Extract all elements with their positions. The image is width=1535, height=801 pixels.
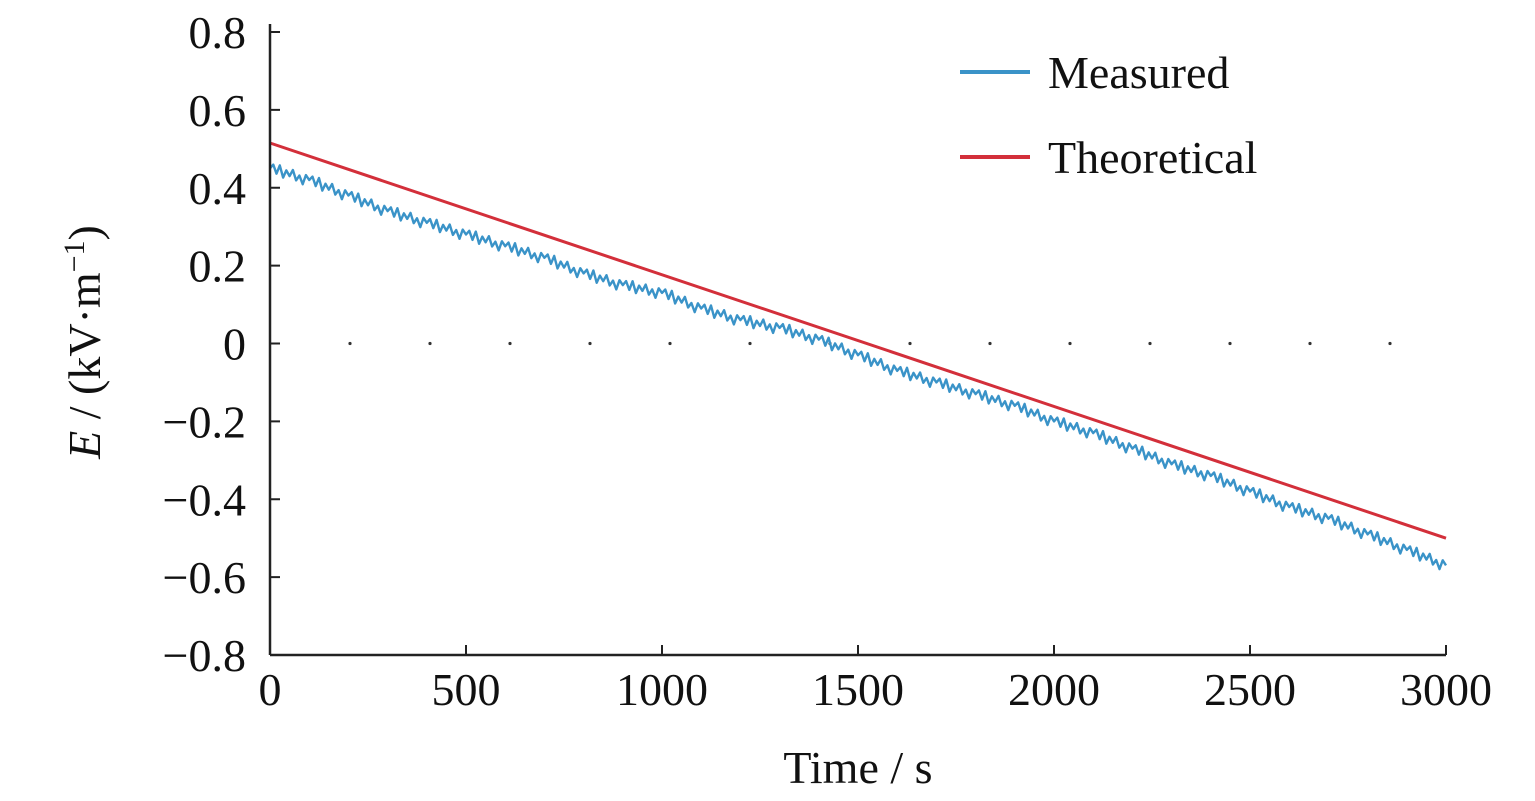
- x-tick-label: 2500: [1204, 664, 1296, 715]
- zero-reference-dot: [1388, 341, 1392, 346]
- x-tick-label: 1000: [616, 664, 708, 715]
- zero-reference-dot: [1148, 341, 1152, 346]
- y-tick-label: −0.8: [163, 630, 246, 681]
- series-layer: [269, 141, 1448, 571]
- tick-labels: 0 500 1000 1500 2000 2500 3000 0.8 0.6 0.4 0.2 0 −0.…: [163, 7, 1492, 715]
- zero-reference-dot: [748, 341, 752, 346]
- legend-label-measured: Measured: [1048, 47, 1229, 98]
- x-axis-title: Time / s: [783, 742, 932, 793]
- y-axis-unit: / (kV·m: [59, 272, 110, 431]
- zero-reference-dot: [908, 341, 912, 346]
- zero-reference-dot: [988, 341, 992, 346]
- y-tick-label: 0.8: [189, 7, 247, 58]
- series-line-theoretical: [269, 141, 1447, 540]
- y-tick-label: 0.6: [189, 85, 247, 136]
- y-axis-unit-exponent: −1: [58, 240, 91, 272]
- zero-reference-dot: [428, 341, 432, 346]
- legend-label-theoretical: Theoretical: [1048, 132, 1257, 183]
- x-tick-label: 1500: [812, 664, 904, 715]
- y-tick-label: −0.2: [163, 396, 246, 447]
- zero-reference-dot: [1228, 341, 1232, 346]
- y-tick-label: 0.4: [189, 163, 247, 214]
- zero-reference-dot: [668, 341, 672, 346]
- zero-reference-dot: [1068, 341, 1072, 346]
- zero-reference-dot: [348, 341, 352, 346]
- legend: Measured Theoretical: [960, 47, 1257, 183]
- x-tick-label: 0: [259, 664, 282, 715]
- y-axis-unit-close: ): [59, 225, 110, 240]
- x-tick-label: 2000: [1008, 664, 1100, 715]
- zero-reference-dot: [508, 341, 512, 346]
- y-tick-label: 0: [223, 319, 246, 370]
- series-line-measured: [269, 163, 1448, 571]
- x-tick-label: 3000: [1400, 664, 1492, 715]
- y-tick-label: 0.2: [189, 241, 247, 292]
- zero-reference-dot: [588, 341, 592, 346]
- y-tick-label: −0.6: [163, 552, 246, 603]
- zero-reference-dot: [1308, 341, 1312, 346]
- y-axis-title: E / (kV·m−1): [58, 225, 110, 460]
- x-tick-label: 500: [432, 664, 501, 715]
- y-axis-symbol: E: [59, 431, 110, 460]
- y-tick-label: −0.4: [163, 474, 246, 525]
